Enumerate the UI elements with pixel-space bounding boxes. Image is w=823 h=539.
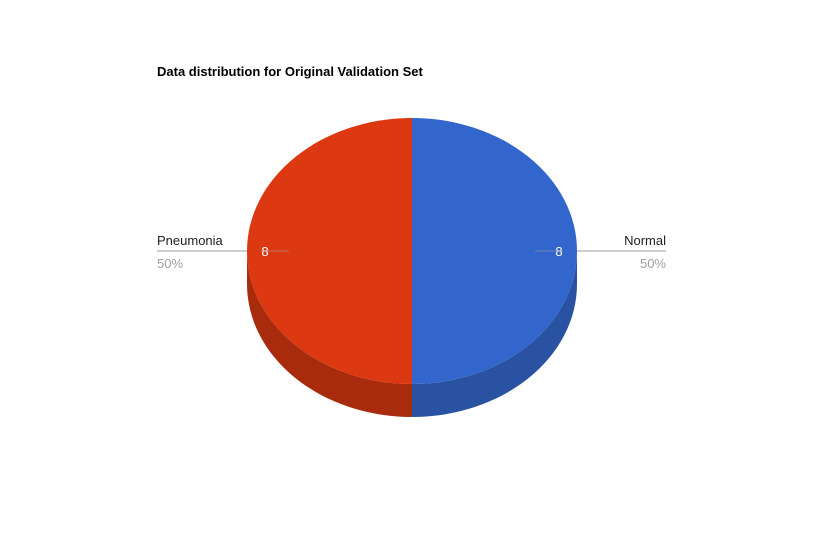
chart-title: Data distribution for Original Validatio… [157, 64, 423, 79]
pie-slice-normal[interactable] [412, 118, 577, 384]
slice-percent-label-pneumonia: 50% [157, 256, 183, 271]
slice-name-label-pneumonia: Pneumonia [157, 233, 224, 248]
slice-name-label-normal: Normal [624, 233, 666, 248]
pie-slice-side-normal [412, 251, 577, 417]
slice-percent-label-normal: 50% [640, 256, 666, 271]
pie-slice-side-pneumonia [247, 251, 412, 417]
pie-slice-pneumonia[interactable] [247, 118, 412, 384]
